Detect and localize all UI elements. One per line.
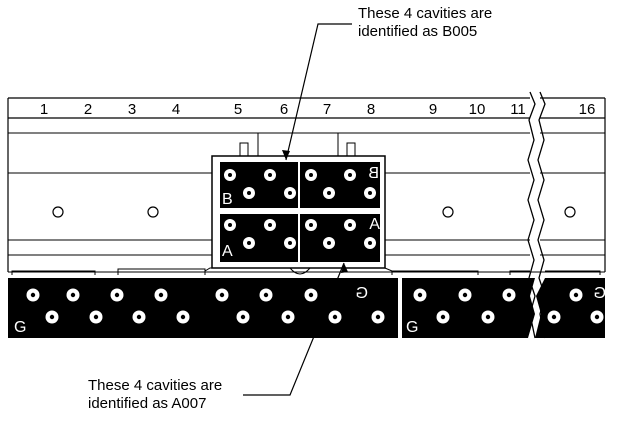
leader-lines <box>243 23 352 396</box>
ground-label-mirrored-1: G <box>356 285 368 302</box>
position-number-4: 4 <box>172 101 180 118</box>
mounting-hole <box>52 206 64 218</box>
break-marks <box>527 91 546 339</box>
position-number-10: 10 <box>469 101 486 118</box>
top-callout-line1: These 4 cavities are <box>358 5 492 22</box>
bottom-callout-line1: These 4 cavities are <box>88 377 222 394</box>
ground-label-mid: G <box>406 319 418 336</box>
position-number-6: 6 <box>280 101 288 118</box>
top-leader-line <box>285 23 352 161</box>
position-number-1: 1 <box>40 101 48 118</box>
cavity-pins <box>224 169 376 249</box>
ground-label-left: G <box>14 319 26 336</box>
bottom-arrowhead <box>341 263 348 273</box>
position-number-11: 11 <box>510 101 526 118</box>
ground-label-mirrored-2: G <box>594 285 606 302</box>
position-number-8: 8 <box>367 101 375 118</box>
position-number-9: 9 <box>429 101 437 118</box>
block-b-label: B <box>222 191 233 208</box>
position-number-5: 5 <box>234 101 242 118</box>
connector-housing: B B A A <box>211 132 386 269</box>
terminal-strip: G G G G <box>8 278 606 338</box>
mounting-hole <box>442 206 454 218</box>
block-b-label-mirrored: B <box>368 165 379 182</box>
leader-arrows <box>282 150 348 273</box>
position-number-2: 2 <box>84 101 92 118</box>
top-callout-line2: identified as B005 <box>358 23 477 40</box>
position-number-16: 16 <box>579 101 596 118</box>
position-number-7: 7 <box>323 101 331 118</box>
top-arrowhead <box>282 150 290 160</box>
terminal-pins <box>26 288 604 324</box>
mounting-holes <box>52 206 576 218</box>
bottom-callout-line2: identified as A007 <box>88 395 206 412</box>
bottom-leader-line <box>243 262 345 396</box>
block-a-label: A <box>222 243 233 260</box>
position-number-3: 3 <box>128 101 136 118</box>
top-rail <box>7 97 606 272</box>
mounting-hole <box>147 206 159 218</box>
block-a-label-mirrored: A <box>369 216 380 233</box>
position-numbers: 1 2 3 4 5 6 7 8 9 10 11 16 <box>40 101 596 118</box>
mounting-hole <box>564 206 576 218</box>
